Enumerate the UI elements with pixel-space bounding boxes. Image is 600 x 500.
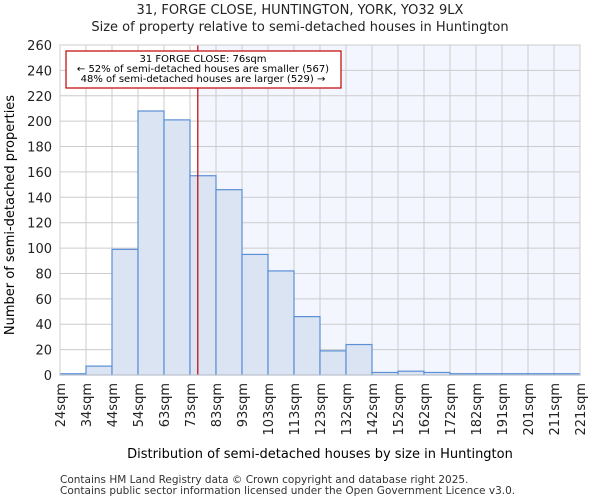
histogram-bar bbox=[267, 270, 295, 376]
x-tick-label: 34sqm bbox=[80, 383, 95, 427]
y-axis-label: Number of semi-detached properties bbox=[3, 95, 18, 335]
y-tick-label: 20 bbox=[35, 344, 52, 359]
y-tick-label: 240 bbox=[27, 64, 52, 79]
histogram-bar bbox=[215, 189, 243, 376]
x-tick-label: 54sqm bbox=[132, 383, 147, 427]
y-tick-label: 0 bbox=[44, 369, 52, 384]
x-tick-label: 191sqm bbox=[496, 383, 511, 436]
footer-line-1: Contains HM Land Registry data © Crown c… bbox=[60, 474, 469, 486]
footer-line-2: Contains public sector information licen… bbox=[60, 485, 516, 497]
x-tick-label: 132sqm bbox=[340, 383, 355, 436]
x-tick-label: 123sqm bbox=[314, 383, 329, 436]
histogram-bar bbox=[319, 350, 347, 376]
x-axis-label: Distribution of semi-detached houses by … bbox=[127, 447, 513, 462]
annotation-line-2: ← 52% of semi-detached houses are smalle… bbox=[77, 64, 329, 75]
x-tick-label: 201sqm bbox=[522, 383, 537, 436]
x-tick-label: 73sqm bbox=[184, 383, 199, 427]
x-tick-label: 93sqm bbox=[236, 383, 251, 427]
chart-subtitle: Size of property relative to semi-detach… bbox=[91, 20, 509, 35]
x-tick-label: 221sqm bbox=[574, 383, 589, 436]
y-tick-label: 180 bbox=[27, 141, 52, 156]
histogram-bar bbox=[137, 110, 165, 376]
plot-frame bbox=[59, 44, 581, 376]
y-tick-label: 260 bbox=[27, 39, 52, 54]
y-tick-label: 80 bbox=[35, 267, 52, 282]
x-tick-label: 182sqm bbox=[470, 383, 485, 436]
x-tick-label: 211sqm bbox=[548, 383, 563, 436]
x-tick-label: 162sqm bbox=[418, 383, 433, 436]
histogram-bar bbox=[293, 316, 321, 376]
chart-title: 31, FORGE CLOSE, HUNTINGTON, YORK, YO32 … bbox=[136, 3, 464, 18]
x-tick-label: 172sqm bbox=[444, 383, 459, 436]
x-tick-label: 113sqm bbox=[288, 383, 303, 436]
y-tick-label: 40 bbox=[35, 318, 52, 333]
x-tick-label: 24sqm bbox=[54, 383, 69, 427]
y-tick-label: 140 bbox=[27, 191, 52, 206]
x-tick-label: 142sqm bbox=[366, 383, 381, 436]
annotation-line-1: 31 FORGE CLOSE: 76sqm bbox=[139, 54, 266, 65]
x-tick-label: 83sqm bbox=[210, 383, 225, 427]
x-tick-label: 44sqm bbox=[106, 383, 121, 427]
annotation-line-3: 48% of semi-detached houses are larger (… bbox=[81, 74, 326, 85]
y-tick-label: 160 bbox=[27, 166, 52, 181]
x-tick-label: 63sqm bbox=[158, 383, 173, 427]
histogram-bar bbox=[163, 119, 191, 376]
y-tick-label: 220 bbox=[27, 90, 52, 105]
x-tick-label: 103sqm bbox=[262, 383, 277, 436]
histogram-bar bbox=[345, 343, 373, 376]
y-tick-label: 60 bbox=[35, 293, 52, 308]
y-tick-label: 100 bbox=[27, 242, 52, 257]
histogram-bar bbox=[85, 365, 113, 376]
annotation-box bbox=[65, 50, 342, 89]
histogram-bar bbox=[397, 370, 425, 376]
x-tick-label: 152sqm bbox=[392, 383, 407, 436]
y-tick-label: 120 bbox=[27, 217, 52, 232]
histogram-bar bbox=[241, 253, 269, 376]
histogram-bar bbox=[189, 175, 217, 376]
y-tick-label: 200 bbox=[27, 115, 52, 130]
histogram-bar bbox=[111, 248, 139, 376]
